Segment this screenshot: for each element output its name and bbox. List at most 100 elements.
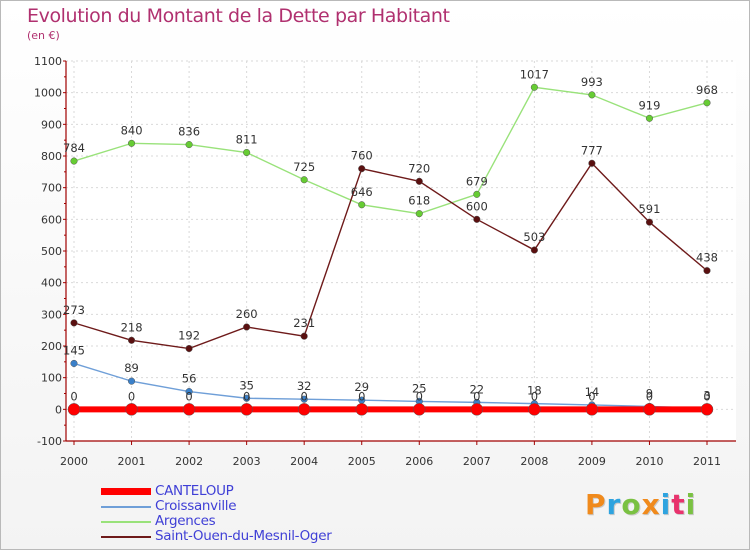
data-label-canteloup: 0 [185,389,192,403]
data-point-saint-ouen-du-mesnil-oger [70,319,78,327]
legend-label-saint-ouen: Saint-Ouen-du-Mesnil-Oger [155,528,332,544]
x-tick-label: 2011 [693,455,721,468]
data-label-canteloup: 0 [70,389,77,403]
data-label-croissanville: 35 [239,378,254,392]
data-label-croissanville: 3 [703,388,710,402]
data-label-saint-ouen-du-mesnil-oger: 260 [236,307,258,321]
data-label-argences: 840 [121,123,143,137]
data-point-argences [530,83,538,91]
logo-letter: x [641,488,661,521]
series-line-saint-ouen-du-mesnil-oger [73,162,708,350]
x-tick-label: 2006 [405,455,433,468]
x-tick-label: 2008 [520,455,548,468]
y-tick-label: 900 [41,118,62,131]
data-label-saint-ouen-du-mesnil-oger: 438 [696,251,718,265]
data-label-saint-ouen-du-mesnil-oger: 503 [523,230,545,244]
data-label-saint-ouen-du-mesnil-oger: 720 [408,161,430,175]
data-point-canteloup [643,403,656,416]
legend-item-croissanville[interactable]: Croissanville [101,498,441,514]
data-label-croissanville: 18 [527,384,542,398]
data-point-canteloup [297,403,311,416]
data-label-argences: 836 [178,125,200,139]
data-point-canteloup [67,403,81,416]
x-tick-label: 2000 [60,455,88,468]
y-tick-label: 1100 [34,55,62,68]
data-point-canteloup [125,403,138,416]
data-point-argences [185,141,193,149]
series-line-croissanville [73,362,708,410]
data-label-canteloup: 0 [588,389,595,403]
data-point-saint-ouen-du-mesnil-oger [415,177,423,185]
data-label-canteloup: 0 [416,389,423,403]
series-line-argences [73,86,708,215]
legend-item-canteloup[interactable]: CANTELOUP [101,483,441,499]
legend-swatch-croissanville [101,506,151,508]
data-point-croissanville [70,359,78,367]
data-label-argences: 784 [63,141,85,155]
data-point-saint-ouen-du-mesnil-oger [300,332,308,340]
data-label-croissanville: 25 [412,381,427,395]
logo-letter: t [671,488,686,521]
data-label-canteloup: 0 [531,389,538,403]
y-tick-label: 300 [41,308,62,321]
data-point-canteloup [528,403,541,416]
y-tick-label: 800 [41,150,62,163]
data-label-argences: 646 [351,185,373,199]
data-point-saint-ouen-du-mesnil-oger [588,159,596,167]
data-label-saint-ouen-du-mesnil-oger: 600 [466,199,488,213]
legend-label-croissanville: Croissanville [155,498,237,514]
data-label-argences: 993 [581,75,603,89]
data-label-argences: 968 [696,83,718,97]
data-point-canteloup [585,403,599,416]
data-point-argences [645,114,654,122]
x-tick-label: 2005 [348,455,376,468]
data-point-saint-ouen-du-mesnil-oger [530,246,538,254]
y-tick-label: 0 [55,403,62,416]
data-label-croissanville: 89 [124,361,139,375]
data-point-argences [300,176,308,184]
data-point-croissanville [127,377,136,385]
x-tick-label: 2003 [233,455,261,468]
y-tick-label: 600 [41,213,62,226]
x-tick-label: 2004 [290,455,318,468]
data-point-saint-ouen-du-mesnil-oger [473,215,481,223]
data-point-canteloup [700,403,714,416]
legend-item-saint-ouen[interactable]: Saint-Ouen-du-Mesnil-Oger [101,528,441,544]
data-label-argences: 811 [236,133,258,147]
data-label-saint-ouen-du-mesnil-oger: 231 [293,316,315,330]
x-tick-label: 2002 [175,455,203,468]
data-label-croissanville: 14 [585,385,600,399]
proxiti-logo[interactable]: Proxiti [585,488,696,521]
data-label-croissanville: 56 [182,372,197,386]
data-label-croissanville: 9 [646,386,653,400]
data-label-canteloup: 0 [646,389,653,403]
y-tick-label: 200 [41,340,62,353]
y-tick-label: 1000 [34,87,62,100]
chart-title: Evolution du Montant de la Dette par Hab… [27,5,450,27]
data-label-canteloup: 0 [301,389,308,403]
data-point-argences [473,190,481,198]
data-point-croissanville [243,394,251,402]
data-point-argences [703,99,711,107]
data-point-argences [415,210,423,218]
data-point-canteloup [182,403,196,416]
x-tick-label: 2001 [118,455,146,468]
y-tick-label: 500 [41,245,62,258]
data-point-saint-ouen-du-mesnil-oger [358,165,366,173]
data-point-saint-ouen-du-mesnil-oger [185,344,193,353]
data-label-croissanville: 22 [469,382,484,396]
data-point-canteloup [413,403,426,416]
data-point-argences [588,91,596,99]
logo-letter: i [685,488,697,521]
data-label-croissanville: 29 [354,380,369,394]
data-label-canteloup: 0 [473,389,480,403]
data-label-argences: 679 [466,174,488,188]
data-label-saint-ouen-du-mesnil-oger: 591 [638,202,660,216]
data-label-saint-ouen-du-mesnil-oger: 273 [63,303,85,317]
data-label-saint-ouen-du-mesnil-oger: 777 [581,143,603,157]
legend-item-argences[interactable]: Argences [101,513,441,529]
legend-label-canteloup: CANTELOUP [155,483,234,499]
data-point-croissanville [300,395,308,403]
